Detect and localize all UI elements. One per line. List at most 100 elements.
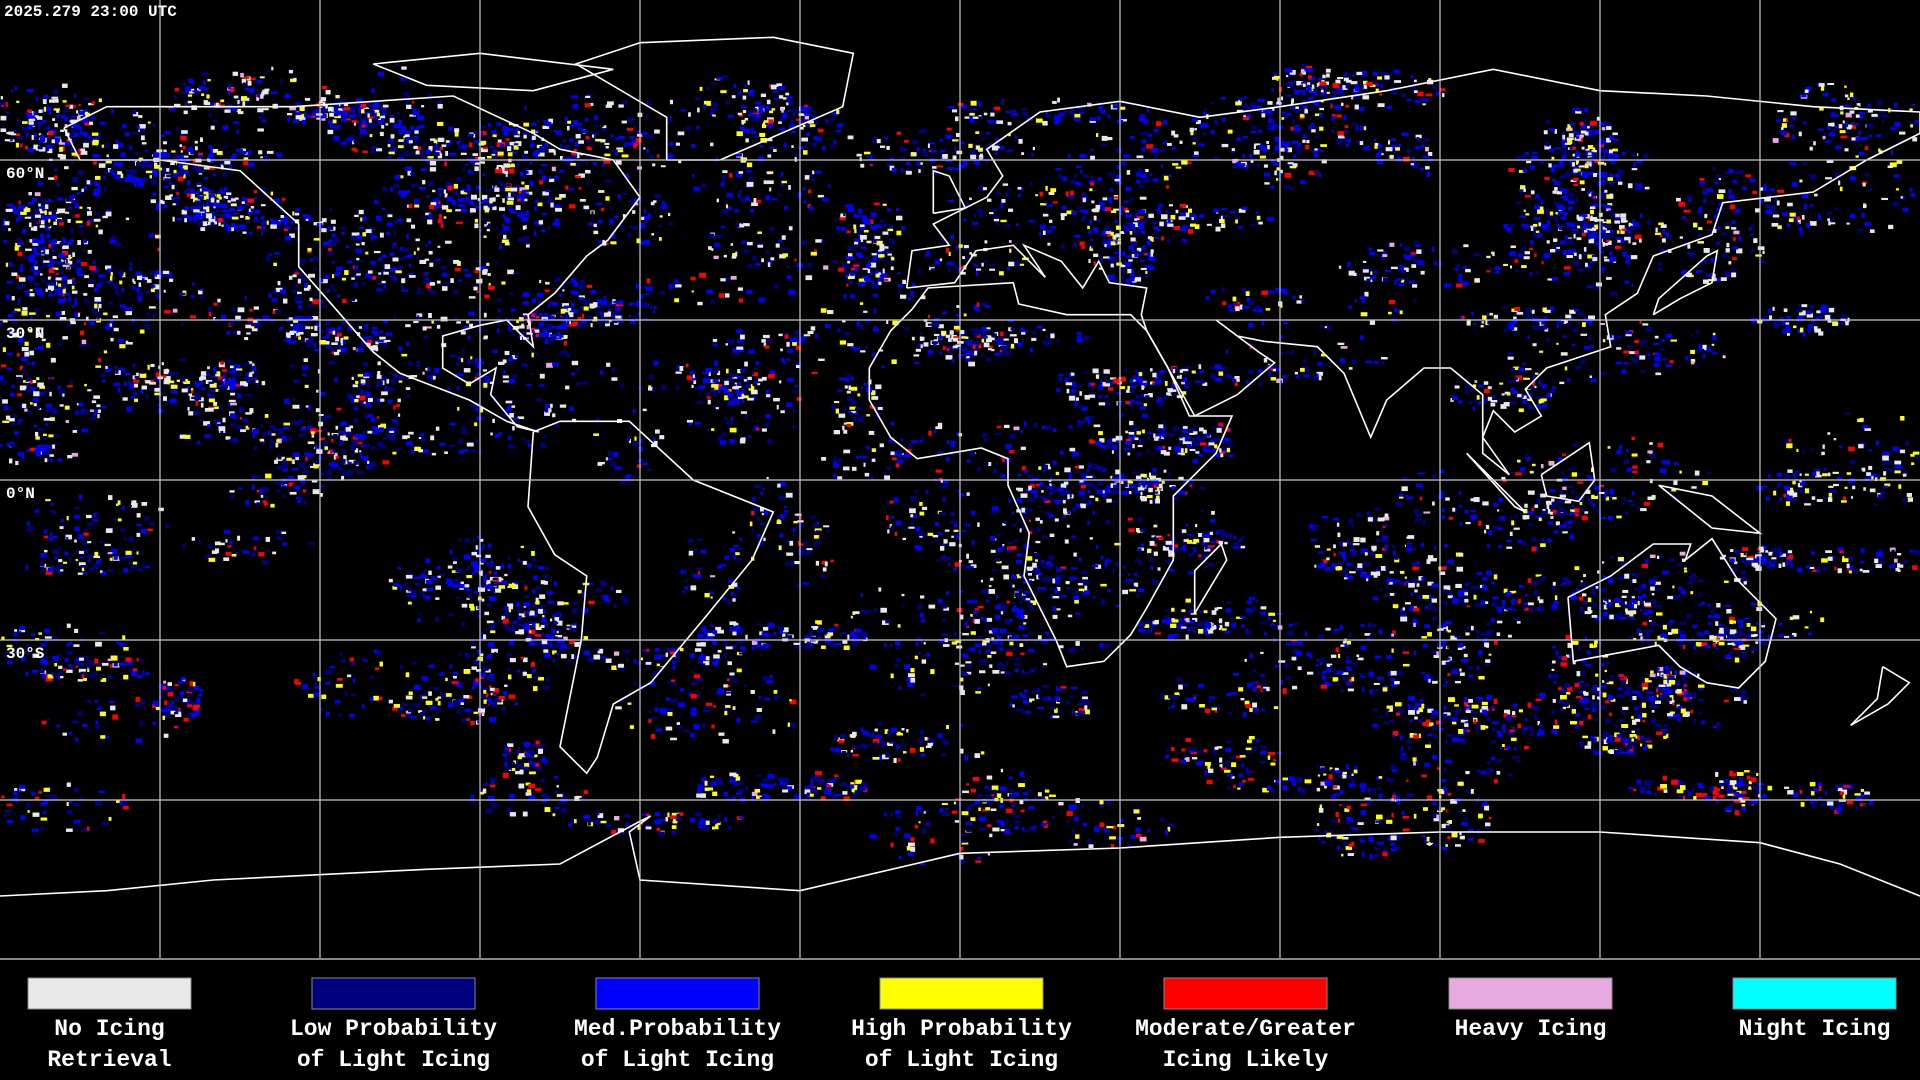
icing-pixel (1802, 193, 1809, 199)
icing-pixel (359, 98, 362, 101)
icing-pixel (988, 337, 995, 341)
icing-pixel (103, 175, 106, 180)
icing-pixel (566, 319, 570, 324)
icing-pixel (1770, 188, 1775, 192)
icing-pixel (1494, 266, 1502, 270)
icing-pixel (463, 325, 471, 330)
icing-pixel (1551, 156, 1555, 160)
icing-pixel (258, 150, 263, 155)
icing-pixel (457, 279, 463, 282)
icing-pixel (176, 198, 180, 201)
icing-pixel (232, 153, 237, 158)
icing-pixel (343, 116, 346, 120)
icing-pixel (384, 284, 387, 289)
icing-pixel (310, 333, 317, 337)
icing-pixel (800, 106, 805, 111)
icing-pixel (518, 317, 524, 322)
icing-pixel (653, 311, 656, 314)
icing-pixel (1792, 215, 1797, 221)
icing-pixel (991, 145, 999, 151)
icing-pixel (1599, 137, 1603, 142)
icing-pixel (949, 330, 954, 335)
icing-pixel (1627, 229, 1631, 234)
icing-pixel (1458, 274, 1463, 278)
icing-pixel (592, 316, 598, 322)
icing-pixel (879, 274, 887, 278)
icing-pixel (1008, 240, 1012, 243)
icing-pixel (1861, 213, 1865, 218)
icing-pixel (243, 157, 249, 160)
icing-pixel (339, 347, 346, 353)
icing-pixel (847, 276, 851, 280)
icing-pixel (510, 308, 516, 312)
icing-pixel (960, 266, 965, 270)
icing-pixel (48, 218, 51, 223)
icing-pixel (314, 325, 318, 331)
icing-pixel (1657, 262, 1663, 266)
icing-pixel (565, 316, 569, 320)
icing-pixel (582, 313, 585, 319)
icing-pixel (1235, 219, 1238, 224)
icing-pixel (374, 199, 379, 205)
icing-pixel (1250, 102, 1257, 107)
icing-pixel (61, 311, 66, 315)
icing-pixel (421, 105, 425, 108)
icing-pixel (1239, 304, 1243, 310)
icing-pixel (1797, 219, 1801, 224)
icing-pixel (1482, 315, 1487, 321)
icing-pixel (1245, 106, 1251, 111)
icing-pixel (1562, 142, 1567, 148)
icing-pixel (1105, 207, 1112, 211)
icing-pixel (335, 336, 339, 342)
icing-pixel (185, 87, 188, 92)
icing-pixel (641, 216, 645, 220)
icing-pixel (279, 208, 282, 211)
icing-pixel (744, 84, 748, 88)
icing-pixel (1809, 174, 1816, 180)
icing-pixel (746, 162, 753, 168)
icing-pixel (1154, 154, 1158, 159)
icing-pixel (1726, 242, 1730, 248)
icing-pixel (241, 96, 248, 101)
icing-pixel (793, 335, 799, 339)
icing-pixel (1373, 138, 1376, 141)
icing-pixel (635, 137, 642, 143)
icing-pixel (34, 115, 39, 119)
icing-pixel (160, 199, 163, 204)
icing-pixel (203, 167, 210, 170)
icing-pixel (1329, 102, 1334, 105)
icing-pixel (866, 155, 869, 158)
icing-pixel (516, 162, 519, 168)
icing-pixel (165, 195, 172, 200)
icing-pixel (119, 304, 126, 308)
icing-pixel (417, 360, 420, 366)
icing-pixel (959, 333, 964, 337)
icing-pixel (635, 159, 639, 162)
icing-pixel (1781, 127, 1784, 131)
icing-pixel (1057, 97, 1060, 103)
icing-pixel (1855, 155, 1859, 158)
icing-pixel (557, 332, 560, 337)
icing-pixel (0, 101, 4, 105)
icing-pixel (413, 145, 418, 149)
icing-pixel (1283, 288, 1288, 293)
icing-pixel (1826, 160, 1834, 163)
icing-pixel (524, 105, 527, 111)
icing-pixel (437, 187, 444, 191)
icing-pixel (629, 320, 636, 324)
icing-pixel (1573, 166, 1577, 171)
icing-pixel (1785, 324, 1790, 329)
icing-pixel (767, 180, 774, 185)
icing-pixel (1242, 154, 1246, 159)
icing-pixel (188, 216, 192, 222)
icing-pixel (411, 183, 418, 188)
icing-pixel (1845, 130, 1850, 135)
icing-pixel (720, 90, 727, 94)
icing-pixel (1373, 82, 1380, 85)
icing-pixel (696, 97, 702, 100)
icing-pixel (446, 281, 449, 286)
icing-pixel (174, 88, 179, 92)
icing-pixel (902, 279, 907, 285)
icing-pixel (1238, 163, 1246, 167)
icing-pixel (886, 145, 890, 150)
